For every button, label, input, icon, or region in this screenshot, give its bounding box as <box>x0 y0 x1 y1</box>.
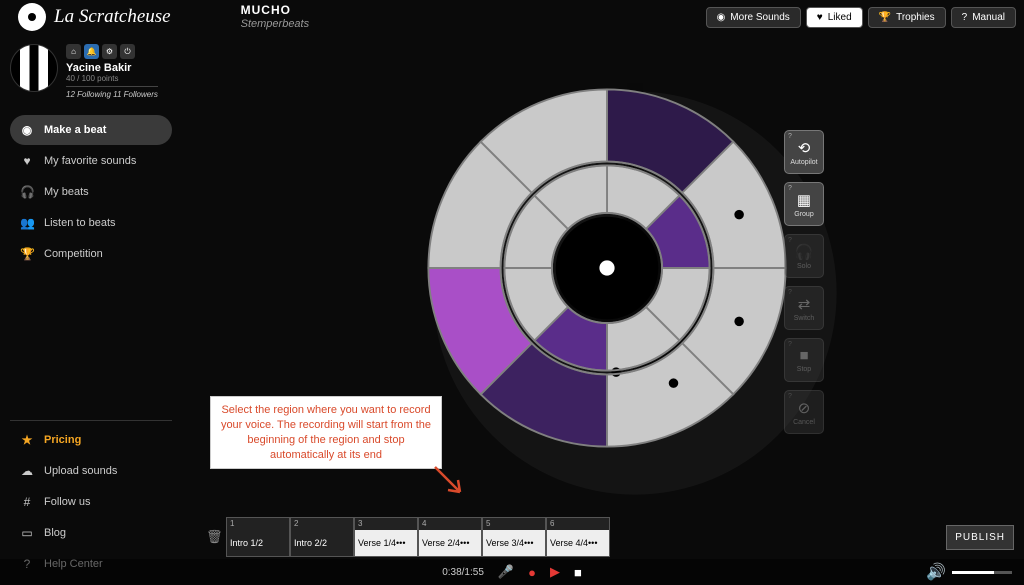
headphones-icon: 🎧 <box>20 185 34 199</box>
stop-icon: ■ <box>799 347 808 364</box>
nav-follow-us[interactable]: #Follow us <box>10 487 172 517</box>
stop-button[interactable]: ?■Stop <box>784 338 824 382</box>
more-sounds-button[interactable]: ◉More Sounds <box>706 7 801 28</box>
gear-badge-icon[interactable]: ⚙ <box>102 44 117 59</box>
trophies-button[interactable]: 🏆Trophies <box>868 7 946 28</box>
region-block[interactable]: 2Intro 2/2 <box>290 517 354 557</box>
mic-icon[interactable]: 🎤 <box>498 564 514 580</box>
play-button[interactable]: ▶ <box>550 564 560 580</box>
region-label: Intro 1/2 <box>227 530 289 556</box>
nav-my-beats[interactable]: 🎧My beats <box>10 177 172 207</box>
nav-pricing[interactable]: ★Pricing <box>10 425 172 455</box>
publish-button[interactable]: PUBLISH <box>946 525 1014 550</box>
group-button[interactable]: ?▦Group <box>784 182 824 226</box>
help-icon: ? <box>962 12 968 23</box>
nav-make-beat[interactable]: ◉Make a beat <box>10 115 172 145</box>
trash-icon[interactable]: 🗑 <box>206 529 222 545</box>
switch-button[interactable]: ?⇄Switch <box>784 286 824 330</box>
user-name: Yacine Bakir <box>66 62 158 74</box>
stop-playback-button[interactable]: ■ <box>574 565 582 580</box>
user-block: ⌂ 🔔 ⚙ ⏻ Yacine Bakir 40 / 100 points 12 … <box>10 44 172 99</box>
bottom-nav: ★Pricing ☁Upload sounds #Follow us ▭Blog… <box>10 420 172 579</box>
nav-blog[interactable]: ▭Blog <box>10 518 172 548</box>
region-label: Verse 3/4••• <box>483 530 545 556</box>
region-number: 5 <box>483 518 545 530</box>
region-number: 2 <box>291 518 353 530</box>
main-nav: ◉Make a beat ♥My favorite sounds 🎧My bea… <box>10 115 172 269</box>
autopilot-button[interactable]: ?⟲Autopilot <box>784 130 824 174</box>
region-block[interactable]: 6Verse 4/4••• <box>546 517 610 557</box>
book-icon: ▭ <box>20 526 34 540</box>
solo-button[interactable]: ?🎧Solo <box>784 234 824 278</box>
track-title: MUCHO <box>241 4 309 17</box>
region-block[interactable]: 4Verse 2/4••• <box>418 517 482 557</box>
regions-row: 1Intro 1/22Intro 2/23Verse 1/4•••4Verse … <box>226 517 610 557</box>
transport-bar: 0:38/1:55 🎤 ● ▶ ■ 🔊 <box>0 559 1024 585</box>
user-follow: 12 Following 11 Followers <box>66 86 158 99</box>
region-label: Verse 4/4••• <box>547 530 609 556</box>
region-number: 4 <box>419 518 481 530</box>
avatar[interactable] <box>10 44 58 92</box>
trophy-icon: 🏆 <box>879 12 891 23</box>
logo-text: La Scratcheuse <box>54 6 171 28</box>
volume-control[interactable]: 🔊 <box>926 562 1012 582</box>
region-label: Verse 2/4••• <box>419 530 481 556</box>
region-number: 3 <box>355 518 417 530</box>
refresh-icon: ⟲ <box>798 139 811 157</box>
heart-icon: ♥ <box>817 12 823 23</box>
nav-upload[interactable]: ☁Upload sounds <box>10 456 172 486</box>
cloud-icon: ☁ <box>20 464 34 478</box>
hint-tooltip: Select the region where you want to reco… <box>210 396 442 469</box>
user-points: 40 / 100 points <box>66 74 158 83</box>
headphones-icon: 🎧 <box>795 243 814 261</box>
volume-icon: 🔊 <box>926 562 946 582</box>
liked-button[interactable]: ♥Liked <box>806 7 863 28</box>
sidebar: ⌂ 🔔 ⚙ ⏻ Yacine Bakir 40 / 100 points 12 … <box>0 44 182 585</box>
beat-wheel[interactable] <box>417 78 797 458</box>
region-number: 6 <box>547 518 609 530</box>
region-block[interactable]: 5Verse 3/4••• <box>482 517 546 557</box>
hint-arrow-icon <box>430 462 470 507</box>
manual-button[interactable]: ?Manual <box>951 7 1016 28</box>
hash-icon: # <box>20 495 34 509</box>
region-number: 1 <box>227 518 289 530</box>
logo[interactable]: La Scratcheuse <box>18 3 171 31</box>
region-block[interactable]: 3Verse 1/4••• <box>354 517 418 557</box>
home-badge-icon[interactable]: ⌂ <box>66 44 81 59</box>
timeline: 🗑 1Intro 1/22Intro 2/23Verse 1/4•••4Vers… <box>206 517 1014 557</box>
nav-listen[interactable]: 👥Listen to beats <box>10 208 172 238</box>
heart-icon: ♥ <box>20 154 34 168</box>
nav-competition[interactable]: 🏆Competition <box>10 239 172 269</box>
grid-icon: ▦ <box>797 191 811 209</box>
trophy-icon: 🏆 <box>20 247 34 261</box>
people-icon: 👥 <box>20 216 34 230</box>
star-icon: ★ <box>20 433 34 447</box>
topbar: La Scratcheuse MUCHO Stemperbeats ◉More … <box>0 0 1024 34</box>
bell-badge-icon[interactable]: 🔔 <box>84 44 99 59</box>
logo-disc-icon <box>18 3 46 31</box>
track-info: MUCHO Stemperbeats <box>241 4 309 29</box>
volume-slider[interactable] <box>952 571 1012 574</box>
power-badge-icon[interactable]: ⏻ <box>120 44 135 59</box>
transport-time: 0:38/1:55 <box>442 567 484 578</box>
record-button[interactable]: ● <box>528 565 536 580</box>
cancel-button[interactable]: ?⊘Cancel <box>784 390 824 434</box>
region-label: Verse 1/4••• <box>355 530 417 556</box>
tool-column: ?⟲Autopilot ?▦Group ?🎧Solo ?⇄Switch ?■St… <box>784 130 824 434</box>
cancel-icon: ⊘ <box>798 399 811 417</box>
swap-icon: ⇄ <box>798 295 811 313</box>
region-label: Intro 2/2 <box>291 530 353 556</box>
track-artist: Stemperbeats <box>241 18 309 30</box>
nav-favorite[interactable]: ♥My favorite sounds <box>10 146 172 176</box>
record-icon: ◉ <box>717 12 726 23</box>
region-block[interactable]: 1Intro 1/2 <box>226 517 290 557</box>
record-icon: ◉ <box>20 123 34 137</box>
